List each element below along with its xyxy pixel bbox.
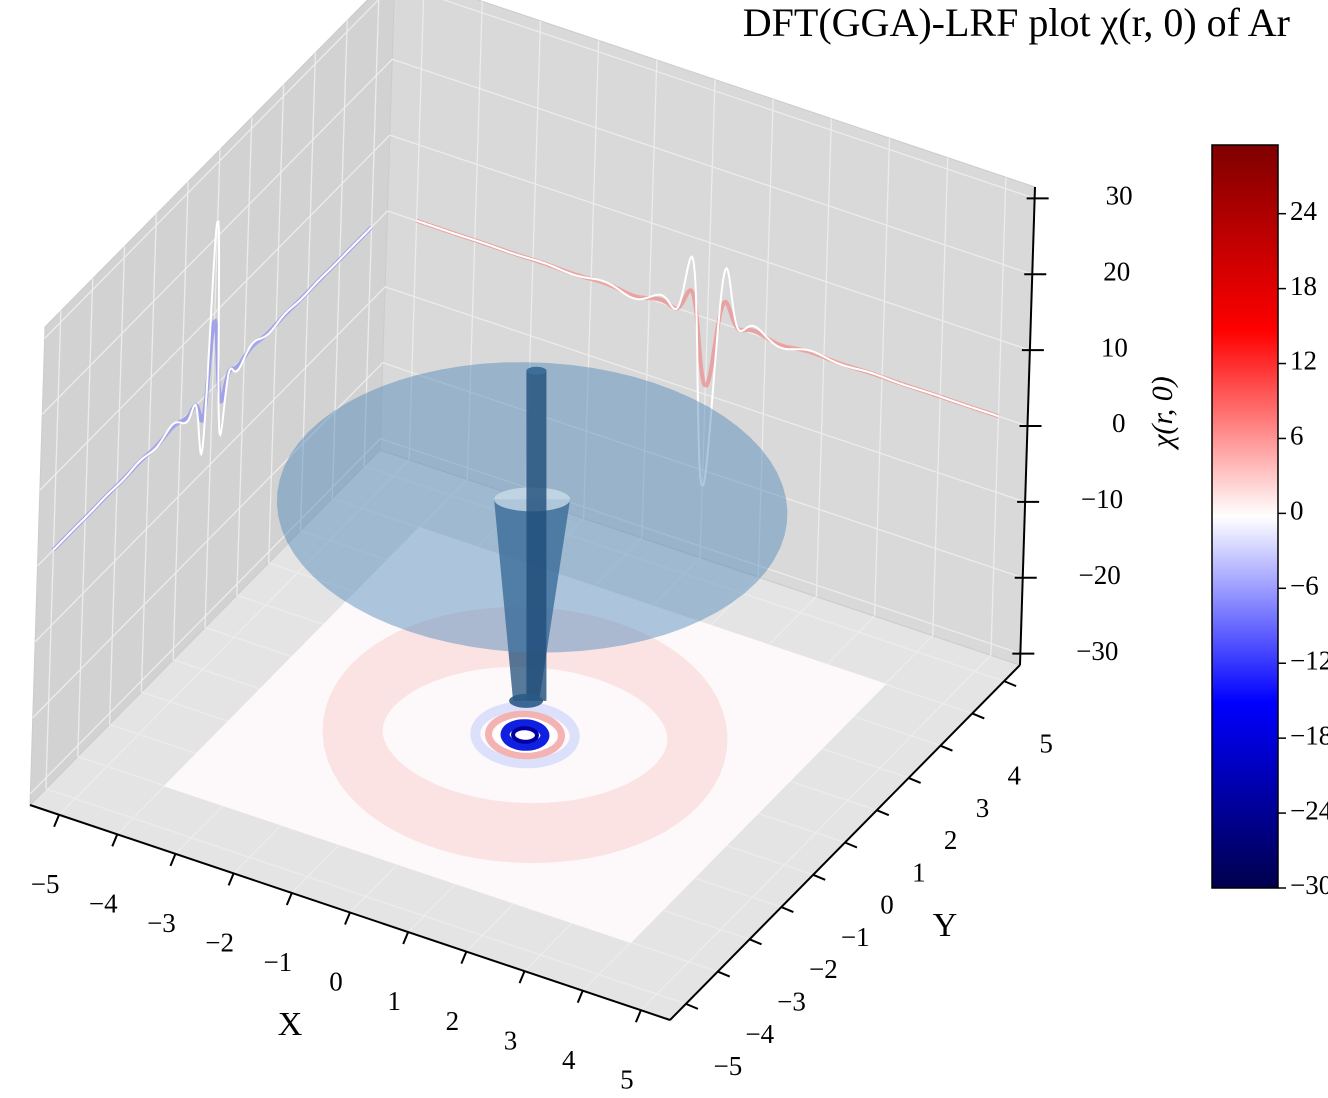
colorbar-tick-label: −12: [1290, 645, 1328, 675]
y-tick: [780, 906, 794, 913]
x-tick: [576, 990, 584, 1004]
z-tick-label: 10: [1101, 332, 1128, 362]
x-tick: [111, 833, 119, 847]
x-tick: [460, 951, 468, 964]
x-tick: [634, 1009, 642, 1023]
grid-line: [34, 286, 386, 643]
z-tick-label: −30: [1076, 636, 1118, 666]
floor-ring: [511, 726, 539, 744]
colorbar-tick-label: −6: [1290, 571, 1319, 601]
y-tick: [876, 809, 890, 817]
colorbar: [1211, 144, 1279, 889]
wall-profile: [52, 220, 373, 551]
floor-ring: [519, 731, 531, 739]
colorbar-tick-label: −18: [1290, 720, 1328, 750]
x-tick: [285, 892, 293, 906]
y-tick-label: 5: [1039, 728, 1053, 758]
y-tick: [971, 712, 985, 720]
x-tick: [402, 931, 410, 945]
floor-sheet: [163, 526, 887, 943]
floor-ring: [500, 719, 550, 751]
y-tick-label: −2: [809, 954, 838, 984]
y-tick: [749, 938, 762, 946]
x-tick-label: −2: [205, 928, 234, 958]
x-tick-label: 3: [504, 1025, 518, 1055]
colorbar-tick-label: 6: [1290, 421, 1304, 451]
colorbar-tick-label: 12: [1290, 346, 1317, 376]
colorbar-tick-label: 18: [1290, 271, 1317, 301]
grid-line: [442, 0, 1035, 199]
x-tick: [169, 853, 177, 867]
colorbar-tick-label: −24: [1290, 795, 1328, 825]
grid-line: [32, 362, 384, 719]
grid-line: [380, 438, 1021, 655]
x-tick-label: −5: [31, 869, 60, 899]
y-tick: [1003, 680, 1017, 688]
x-tick-label: −1: [263, 947, 292, 977]
z-tick-label: 20: [1103, 256, 1130, 286]
y-tick-label: −1: [841, 922, 870, 952]
grid-line: [41, 58, 393, 415]
grid-line: [382, 362, 1023, 579]
x-tick-label: 4: [562, 1045, 576, 1075]
x-tick-label: 1: [387, 986, 401, 1016]
y-axis-label: Y: [933, 907, 958, 944]
cylinder-bottom: [509, 693, 544, 708]
z-tick-label: −20: [1079, 560, 1121, 590]
floor-ring: [322, 606, 728, 864]
x-tick-label: −3: [147, 908, 176, 938]
grid-line: [389, 134, 1031, 351]
y-tick-label: 4: [1008, 761, 1022, 791]
x-axis-label: X: [278, 1006, 303, 1043]
floor-ring: [484, 710, 566, 760]
x-tick: [53, 814, 61, 828]
x-tick-label: 5: [620, 1064, 634, 1094]
grid-line: [44, 0, 380, 339]
y-tick: [717, 970, 731, 978]
x-tick: [227, 873, 235, 886]
x-tick: [518, 970, 526, 984]
y-tick: [908, 777, 922, 784]
y-tick-label: 2: [944, 825, 958, 855]
grid-line: [39, 134, 391, 491]
grid-line: [29, 438, 381, 795]
x-tick-label: 2: [446, 1006, 460, 1036]
x-tick-label: −4: [89, 889, 118, 919]
wall-profile: [416, 219, 999, 487]
y-tick: [844, 841, 858, 849]
x-tick: [344, 912, 351, 925]
y-tick: [812, 873, 826, 881]
y-tick-label: −3: [777, 987, 806, 1017]
y-tick-label: 3: [976, 793, 990, 823]
colorbar-label: χ(r, 0): [1146, 376, 1179, 451]
grid-line: [363, 465, 1005, 682]
y-tick-label: −5: [714, 1051, 743, 1081]
colorbar-tick-label: 0: [1290, 496, 1304, 526]
cylinder: [526, 370, 547, 701]
y-tick-label: 1: [912, 857, 926, 887]
grid-line: [45, 788, 687, 1005]
grid-line: [384, 286, 1026, 503]
colorbar-tick-label: 24: [1290, 196, 1318, 226]
colorbar-tick-label: −30: [1290, 870, 1328, 900]
y-tick-label: 0: [880, 890, 894, 920]
floor-ring: [470, 701, 580, 769]
z-tick-label: 30: [1106, 181, 1133, 211]
z-tick-label: 0: [1112, 408, 1126, 438]
y-tick-label: −4: [745, 1019, 774, 1049]
chart-title: DFT(GGA)-LRF plot χ(r, 0) of Ar: [743, 0, 1290, 45]
grid-line: [392, 58, 1033, 275]
y-tick: [940, 744, 953, 752]
cylinder-top: [526, 366, 547, 375]
z-tick-label: −10: [1081, 484, 1123, 514]
y-tick: [685, 1002, 699, 1010]
x-tick-label: 0: [329, 967, 343, 997]
